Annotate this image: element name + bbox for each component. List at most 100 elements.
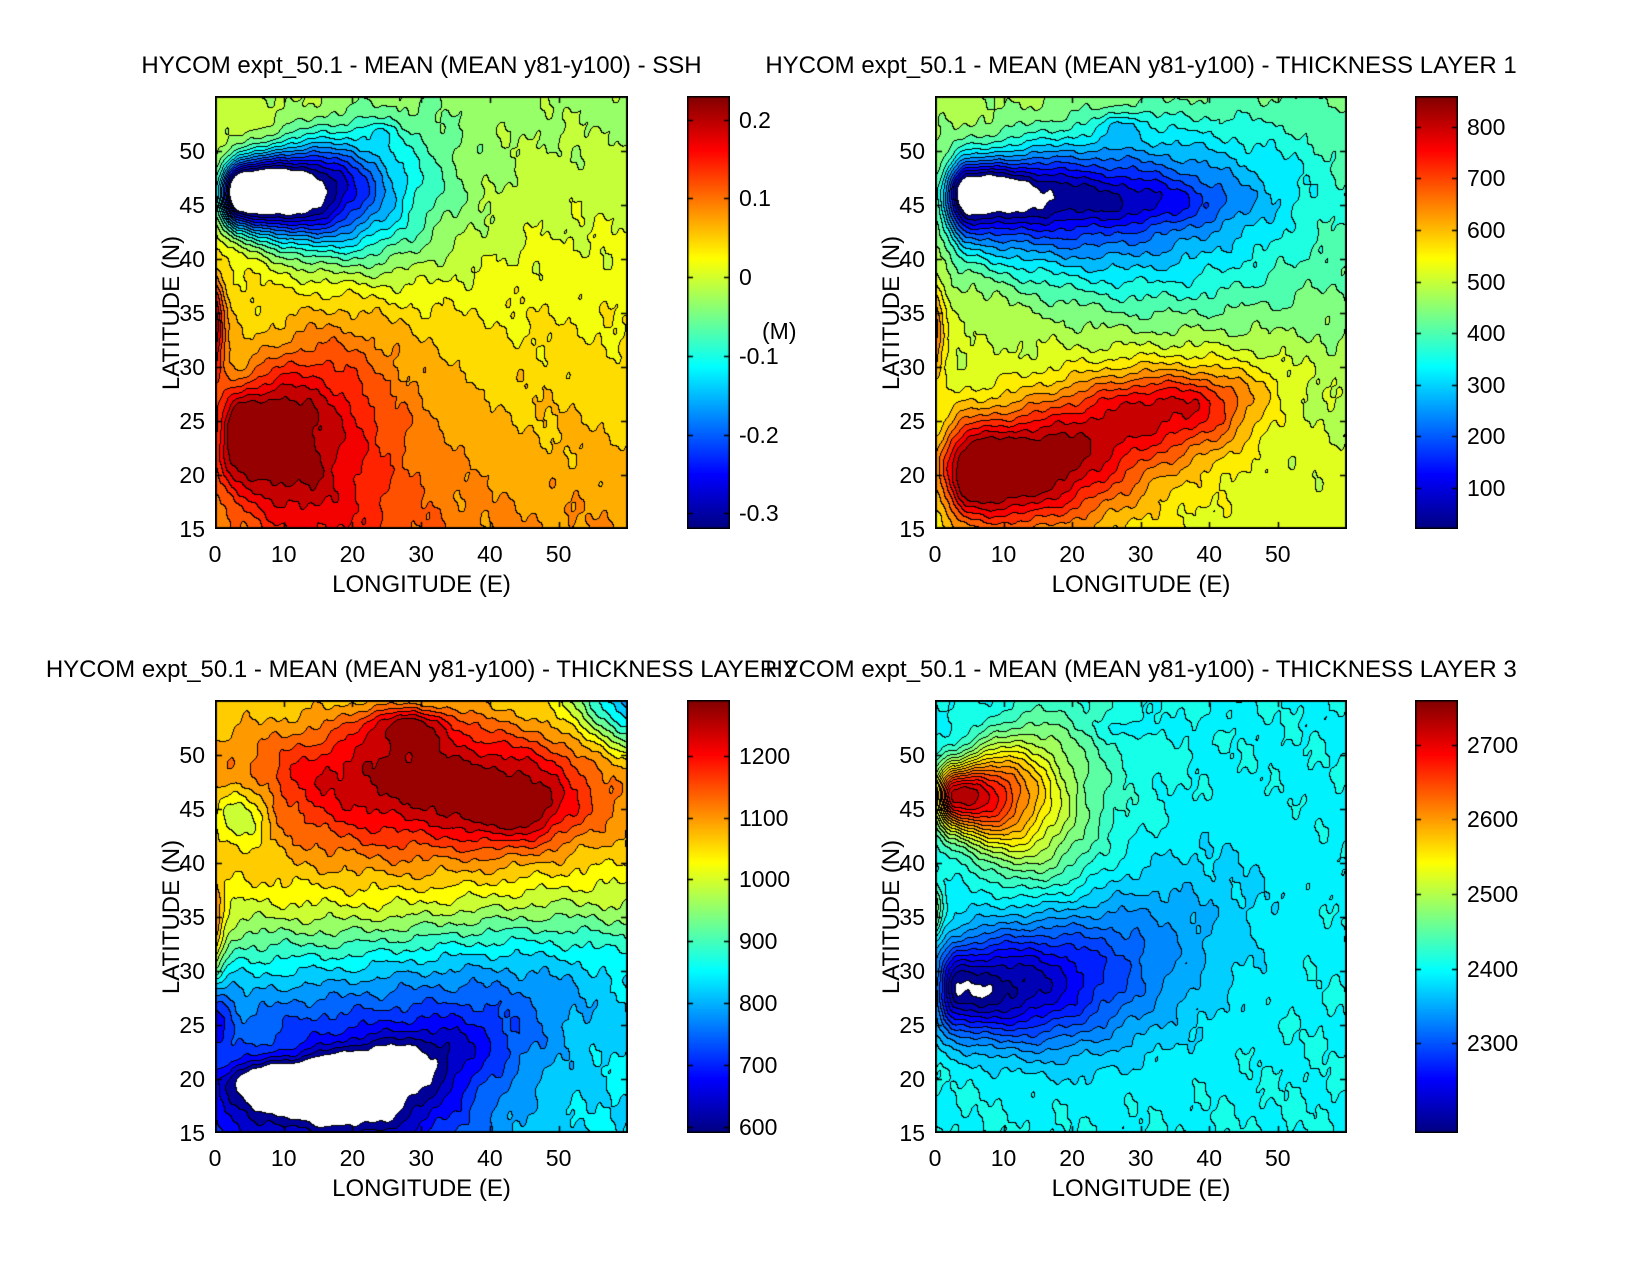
colorbar-tick-label: 0	[739, 264, 752, 291]
colorbar-tick-label: 1200	[739, 742, 791, 769]
colorbar-tick-label: 1000	[739, 866, 791, 893]
y-tick-label: 30	[179, 354, 205, 381]
y-tick-label: 40	[179, 850, 205, 877]
y-tick-label: 40	[899, 246, 925, 273]
y-tick-label: 35	[179, 904, 205, 931]
x-axis-label: LONGITUDE (E)	[332, 1175, 511, 1202]
colorbar-tick-label: 300	[1467, 371, 1506, 398]
x-tick-label: 0	[928, 1145, 942, 1171]
colorbar-tick-label: -0.3	[739, 500, 779, 527]
y-tick-label: 25	[179, 1012, 205, 1039]
x-axis-label: LONGITUDE (E)	[332, 571, 511, 598]
x-tick-label: 50	[545, 1145, 572, 1171]
y-axis-label: LATITUDE (N)	[158, 235, 185, 390]
y-tick-label: 30	[179, 958, 205, 985]
y-tick-label: 45	[179, 796, 205, 823]
x-tick-label: 40	[1196, 1145, 1222, 1171]
x-tick-label: 20	[1059, 1145, 1085, 1171]
y-tick-label: 25	[179, 408, 205, 435]
colorbar-tick-label: 600	[739, 1113, 778, 1140]
colorbar-tick-label: 0.1	[739, 185, 771, 212]
x-axis-label: LONGITUDE (E)	[1051, 1175, 1231, 1202]
x-tick-label: 10	[990, 541, 1017, 567]
panel-title: HYCOM expt_50.1 - MEAN (MEAN y81-y100) -…	[765, 656, 1517, 683]
y-tick-label: 35	[899, 300, 925, 327]
colorbar-ssh	[687, 96, 730, 529]
y-tick-label: 50	[179, 742, 205, 769]
contour-plot-thickness-layer-1	[935, 96, 1347, 529]
x-tick-label: 50	[545, 541, 572, 567]
y-tick-label: 50	[899, 742, 925, 769]
y-tick-label: 20	[899, 1066, 925, 1092]
colorbar-tick-label: -0.1	[739, 342, 779, 369]
x-tick-label: 30	[1127, 1145, 1154, 1171]
colorbar-tick-label: -0.2	[739, 421, 779, 448]
y-tick-label: 45	[179, 192, 205, 219]
y-tick-label: 25	[899, 1012, 925, 1039]
y-tick-label: 20	[179, 1066, 205, 1092]
x-tick-label: 30	[408, 541, 434, 567]
y-tick-label: 35	[899, 904, 925, 931]
x-tick-label: 20	[339, 1145, 366, 1171]
y-tick-label: 45	[899, 192, 925, 219]
x-tick-label: 20	[339, 541, 366, 567]
colorbar-tick-label: 500	[1467, 268, 1506, 295]
y-axis-label: LATITUDE (N)	[878, 839, 905, 994]
x-tick-label: 10	[270, 1145, 297, 1171]
colorbar-tick-label: 2700	[1467, 731, 1519, 758]
y-tick-label: 30	[899, 354, 925, 381]
colorbar-tick-label: 2300	[1467, 1030, 1519, 1057]
y-tick-label: 50	[179, 138, 205, 165]
x-tick-label: 10	[990, 1145, 1017, 1171]
y-axis-label: LATITUDE (N)	[158, 839, 185, 994]
x-axis-label: LONGITUDE (E)	[1051, 571, 1231, 598]
panel-title: HYCOM expt_50.1 - MEAN (MEAN y81-y100) -…	[141, 52, 702, 79]
x-tick-label: 40	[477, 1145, 503, 1171]
contour-plot-thickness-layer-3	[935, 700, 1347, 1133]
x-tick-label: 0	[928, 541, 942, 567]
x-tick-label: 40	[477, 541, 503, 567]
x-tick-label: 50	[1264, 541, 1291, 567]
y-tick-label: 35	[179, 300, 205, 327]
y-tick-label: 25	[899, 408, 925, 435]
panel-title: HYCOM expt_50.1 - MEAN (MEAN y81-y100) -…	[45, 656, 798, 683]
colorbar-tick-label: 700	[739, 1051, 778, 1078]
y-tick-label: 15	[179, 1120, 205, 1146]
colorbar-tick-label: 800	[739, 990, 778, 1017]
x-tick-label: 50	[1264, 1145, 1291, 1171]
colorbar-tick-label: 2400	[1467, 955, 1519, 982]
y-tick-label: 40	[179, 246, 205, 273]
y-tick-label: 15	[179, 516, 205, 542]
x-tick-label: 30	[1127, 541, 1154, 567]
y-tick-label: 50	[899, 138, 925, 165]
panel-title: HYCOM expt_50.1 - MEAN (MEAN y81-y100) -…	[765, 52, 1517, 79]
x-tick-label: 10	[270, 541, 297, 567]
colorbar-unit-label: (M)	[762, 318, 797, 344]
colorbar-tick-label: 400	[1467, 320, 1506, 347]
y-tick-label: 30	[899, 958, 925, 985]
colorbar-tick-label: 700	[1467, 165, 1506, 192]
x-tick-label: 30	[408, 1145, 434, 1171]
y-tick-label: 20	[179, 462, 205, 488]
x-tick-label: 0	[208, 1145, 222, 1171]
x-tick-label: 0	[208, 541, 222, 567]
y-tick-label: 20	[899, 462, 925, 488]
y-tick-label: 15	[899, 1120, 925, 1146]
colorbar-thickness-layer-3	[1415, 700, 1458, 1133]
colorbar-thickness-layer-1	[1415, 96, 1458, 529]
colorbar-tick-label: 600	[1467, 217, 1506, 244]
contour-plot-ssh	[215, 96, 628, 529]
y-axis-label: LATITUDE (N)	[878, 235, 905, 390]
colorbar-thickness-layer-2	[687, 700, 730, 1133]
colorbar-tick-label: 800	[1467, 113, 1506, 140]
contour-plot-thickness-layer-2	[215, 700, 628, 1133]
colorbar-tick-label: 100	[1467, 474, 1506, 501]
x-tick-label: 20	[1059, 541, 1085, 567]
colorbar-tick-label: 200	[1467, 423, 1506, 450]
y-tick-label: 45	[899, 796, 925, 823]
